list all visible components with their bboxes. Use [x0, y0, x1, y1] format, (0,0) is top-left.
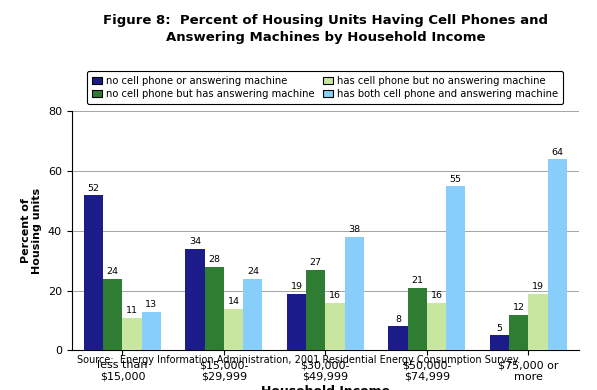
Bar [185, 249, 205, 350]
Y-axis label: Percent of
Housing units: Percent of Housing units [21, 188, 42, 274]
Bar [509, 315, 528, 350]
Text: 27: 27 [310, 258, 322, 267]
X-axis label: Household Income: Household Income [261, 385, 390, 390]
Bar [547, 159, 567, 350]
Bar [84, 195, 103, 350]
Text: 16: 16 [329, 291, 341, 300]
Bar [446, 186, 466, 350]
Bar [205, 267, 224, 350]
Text: 11: 11 [126, 306, 138, 315]
Text: 52: 52 [87, 184, 100, 193]
Bar [490, 335, 509, 350]
Text: 28: 28 [208, 255, 220, 264]
Text: 5: 5 [497, 324, 503, 333]
Bar [122, 317, 141, 350]
Bar [224, 308, 243, 350]
Text: Source:  Energy Information Administration, 2001 Residential Energy Consumption : Source: Energy Information Administratio… [76, 355, 520, 365]
Text: 12: 12 [513, 303, 525, 312]
Text: 38: 38 [348, 225, 361, 234]
Text: 8: 8 [395, 315, 401, 324]
Bar [325, 303, 344, 350]
Bar [243, 279, 263, 350]
Legend: no cell phone or answering machine, no cell phone but has answering machine, has: no cell phone or answering machine, no c… [88, 71, 563, 104]
Text: 16: 16 [430, 291, 442, 300]
Bar [344, 237, 364, 350]
Bar [427, 303, 446, 350]
Text: 24: 24 [107, 267, 119, 276]
Text: 19: 19 [532, 282, 544, 291]
Text: 24: 24 [247, 267, 259, 276]
Text: Figure 8:  Percent of Housing Units Having Cell Phones and
Answering Machines by: Figure 8: Percent of Housing Units Havin… [103, 14, 548, 44]
Text: 14: 14 [227, 297, 239, 306]
Bar [388, 326, 408, 350]
Bar [103, 279, 122, 350]
Text: 13: 13 [145, 300, 158, 309]
Bar [528, 294, 547, 350]
Text: 64: 64 [551, 148, 564, 157]
Bar [141, 312, 161, 350]
Text: 55: 55 [450, 175, 462, 184]
Text: 34: 34 [189, 238, 201, 246]
Bar [408, 288, 427, 350]
Bar [287, 294, 306, 350]
Text: 21: 21 [411, 276, 423, 285]
Text: 19: 19 [290, 282, 303, 291]
Bar [306, 270, 325, 350]
